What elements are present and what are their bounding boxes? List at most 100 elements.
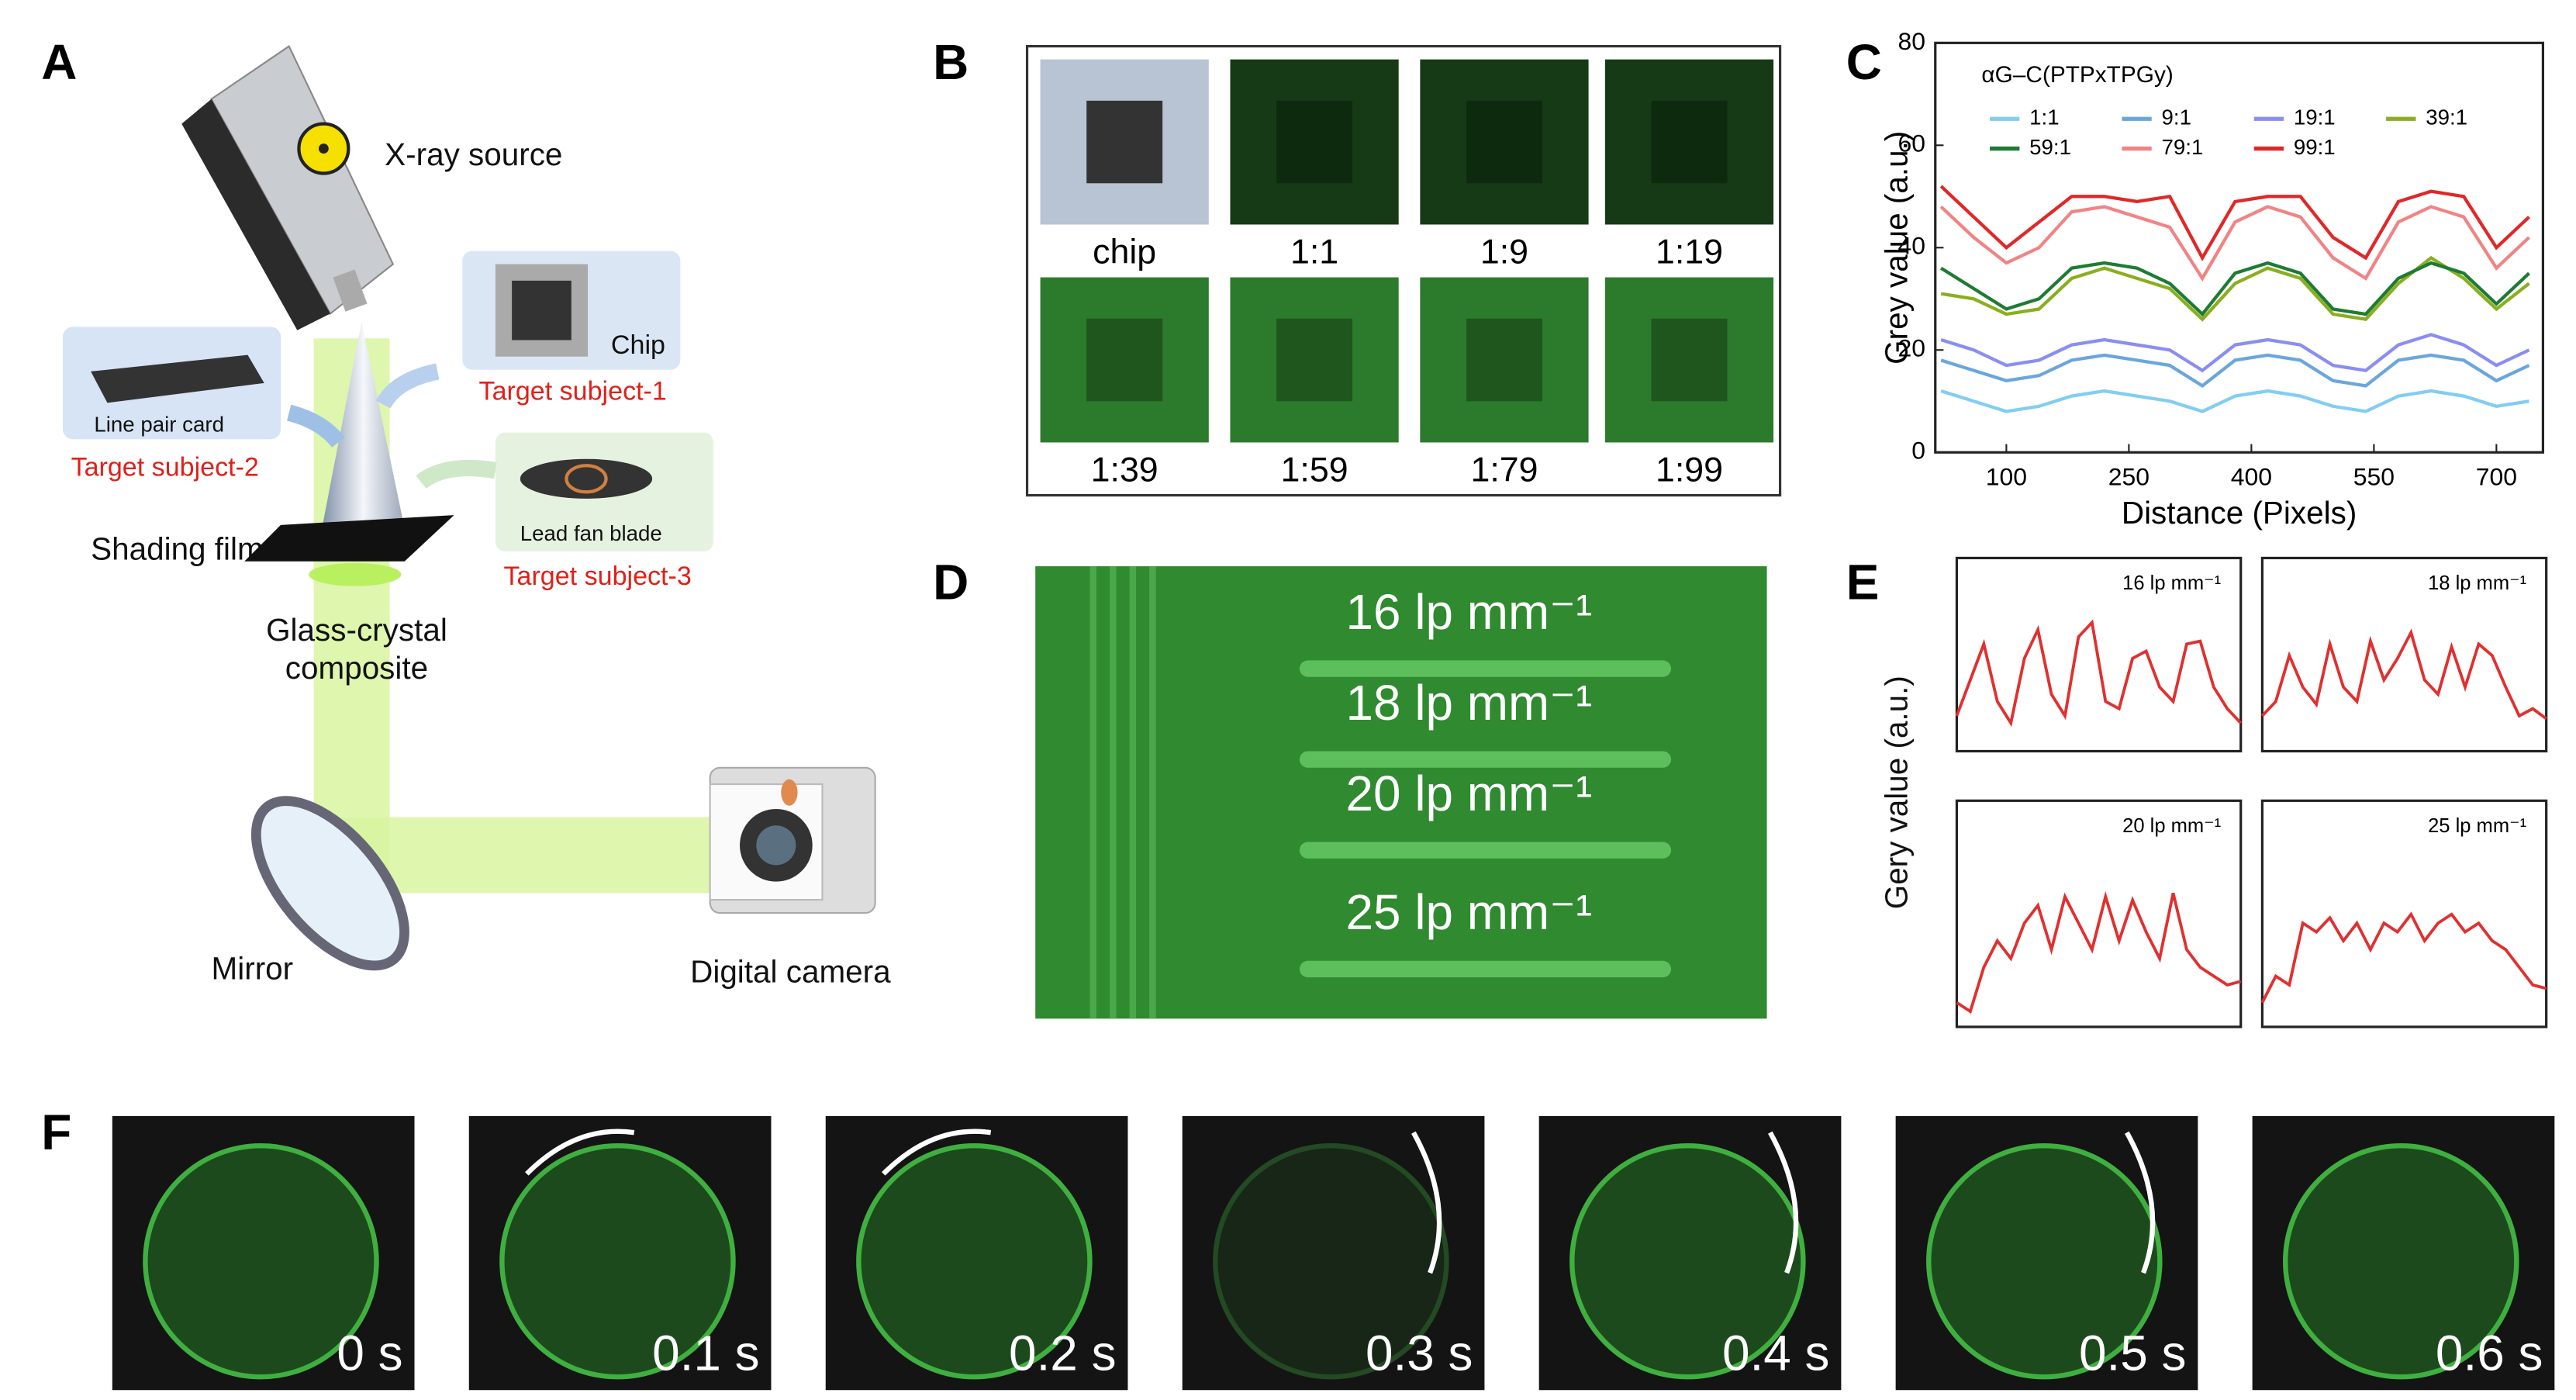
- legend-title: αG–C(PTPxTPGy): [1981, 62, 2173, 88]
- x-tick-label: 700: [2476, 463, 2517, 491]
- chip-shadow: [1086, 100, 1163, 184]
- label: X-ray source: [385, 137, 562, 172]
- label: 20 lp mm⁻¹: [1346, 766, 1593, 821]
- label: Glass-crystal: [266, 612, 447, 648]
- arrow: [882, 1129, 992, 1176]
- label: 25 lp mm⁻¹: [1346, 884, 1593, 940]
- x-tick-label: 550: [2353, 463, 2395, 491]
- legend-label: 39:1: [2426, 105, 2467, 130]
- stripe: [1129, 566, 1137, 1019]
- panel-letter: C: [1846, 34, 1882, 90]
- axis-label: Gery value (a.u.): [1879, 676, 1915, 909]
- y-tick-label: 80: [1897, 27, 1925, 55]
- tile-label: 1:59: [1281, 451, 1348, 489]
- panel-letter: B: [933, 34, 969, 90]
- disk: [1213, 1143, 1449, 1380]
- plot-frame: [1955, 799, 2243, 1028]
- plot-frame: [2260, 556, 2548, 753]
- plot-frame: [2260, 799, 2548, 1028]
- tile-label: 1:19: [1656, 233, 1723, 271]
- tile-label: chip: [1093, 233, 1156, 271]
- chart-title: 20 lp mm⁻¹: [2122, 815, 2221, 837]
- label: Line pair card: [94, 412, 224, 436]
- arrow: [1768, 1131, 1799, 1274]
- y-tick-label: 40: [1897, 232, 1925, 260]
- legend-label: 79:1: [2161, 135, 2203, 159]
- arrow: [525, 1129, 635, 1176]
- plot-frame: [1934, 41, 2545, 454]
- line: [1939, 261, 2530, 317]
- label: Mirror: [212, 950, 294, 986]
- arrow: [2124, 1131, 2156, 1274]
- stripe: [1110, 566, 1117, 1019]
- label: Target subject-2: [71, 453, 259, 482]
- x-axis-label: Distance (Pixels): [2122, 495, 2357, 531]
- legend-label: 9:1: [2161, 105, 2191, 130]
- line: [1956, 890, 2242, 1015]
- chip-shadow: [1466, 318, 1542, 402]
- tile-label: 1:1: [1290, 233, 1338, 271]
- tile-label: 1:99: [1656, 451, 1723, 489]
- y-axis-label: Grey value (a.u.): [1879, 131, 1915, 365]
- plot-frame: [1955, 556, 2243, 753]
- line: [1939, 205, 2530, 282]
- y-tick-label: 20: [1897, 334, 1925, 362]
- disk: [1569, 1143, 1806, 1380]
- y-tick-label: 0: [1911, 437, 1925, 465]
- time-label: 0 s: [337, 1326, 402, 1381]
- x-tick-label: 250: [2108, 463, 2150, 491]
- label: Digital camera: [690, 954, 891, 990]
- line: [1955, 619, 2243, 728]
- stripe: [1089, 566, 1096, 1019]
- label: composite: [285, 650, 428, 686]
- label: Lead fan blade: [520, 521, 662, 545]
- tile-label: 1:39: [1091, 451, 1159, 489]
- time-label: 0.4 s: [1722, 1326, 1829, 1381]
- panel-letter: F: [41, 1104, 71, 1160]
- tile-label: 1:9: [1480, 233, 1528, 271]
- line: [2260, 911, 2547, 1004]
- line: [1940, 353, 2530, 389]
- legend-label: 1:1: [2029, 105, 2059, 130]
- chart-title: 18 lp mm⁻¹: [2428, 572, 2526, 594]
- x-tick-label: 100: [1986, 463, 2027, 491]
- line: [2261, 628, 2547, 721]
- disk: [499, 1143, 736, 1380]
- disk: [143, 1143, 379, 1380]
- stripe: [1299, 842, 1672, 859]
- chip-shadow: [1651, 318, 1728, 402]
- image: [1035, 566, 1767, 1019]
- disk: [1926, 1143, 2163, 1380]
- chip-shadow: [1651, 100, 1728, 184]
- label: 18 lp mm⁻¹: [1346, 675, 1593, 731]
- time-label: 0.1 s: [652, 1326, 759, 1381]
- time-label: 0.6 s: [2436, 1326, 2543, 1381]
- label: Target subject-1: [479, 377, 667, 406]
- x-tick-label: 400: [2231, 463, 2272, 491]
- disk: [856, 1143, 1093, 1380]
- time-label: 0.2 s: [1009, 1326, 1116, 1381]
- frame: [1025, 45, 1782, 497]
- legend-label: 19:1: [2294, 105, 2336, 130]
- stripe: [1299, 960, 1672, 978]
- legend-label: 99:1: [2294, 135, 2336, 159]
- line: [1940, 389, 2529, 413]
- arrow: [1411, 1131, 1442, 1274]
- label: Target subject-3: [503, 562, 691, 591]
- chart-title: 25 lp mm⁻¹: [2428, 815, 2526, 837]
- disk: [2283, 1143, 2519, 1380]
- tile-label: 1:79: [1470, 451, 1538, 489]
- label: Chip: [611, 330, 665, 360]
- panel-letter: D: [933, 555, 969, 610]
- chip-shadow: [1086, 318, 1163, 402]
- stripe: [1299, 751, 1672, 768]
- time-label: 0.3 s: [1366, 1326, 1473, 1381]
- line: [1940, 333, 2530, 373]
- legend-label: 59:1: [2029, 135, 2071, 159]
- stripe: [1149, 566, 1156, 1019]
- stripe: [1299, 660, 1672, 677]
- line: [1939, 185, 2530, 261]
- time-label: 0.5 s: [2079, 1326, 2186, 1381]
